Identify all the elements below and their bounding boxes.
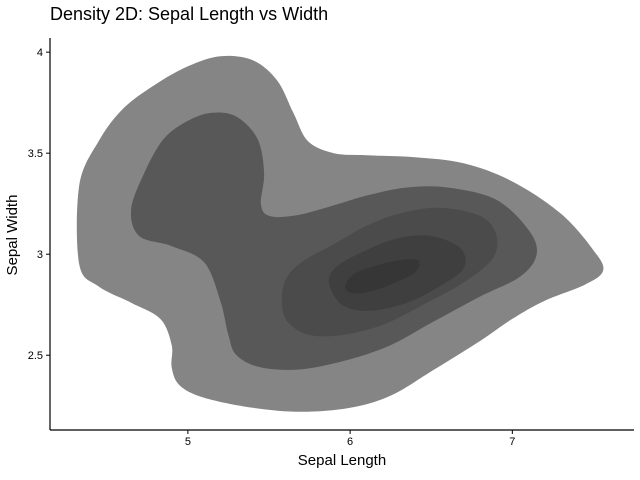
y-tick-label: 4 — [37, 47, 43, 59]
y-tick-label: 3 — [37, 249, 43, 261]
density-level-5 — [345, 259, 420, 294]
x-axis-ticks: 5 6 7 — [185, 430, 515, 448]
y-axis-label: Sepal Width — [4, 195, 21, 276]
x-tick-label: 6 — [347, 436, 353, 448]
density-level-2 — [130, 112, 538, 370]
x-axis-label: Sepal Length — [298, 452, 386, 469]
density-contours — [76, 55, 604, 412]
y-axis-ticks: 2.5 3 3.5 4 — [28, 47, 50, 362]
x-tick-label: 5 — [185, 436, 191, 448]
chart-title: Density 2D: Sepal Length vs Width — [50, 4, 329, 24]
x-tick-label: 7 — [509, 436, 515, 448]
y-tick-label: 2.5 — [28, 350, 43, 362]
y-tick-label: 3.5 — [28, 148, 43, 160]
